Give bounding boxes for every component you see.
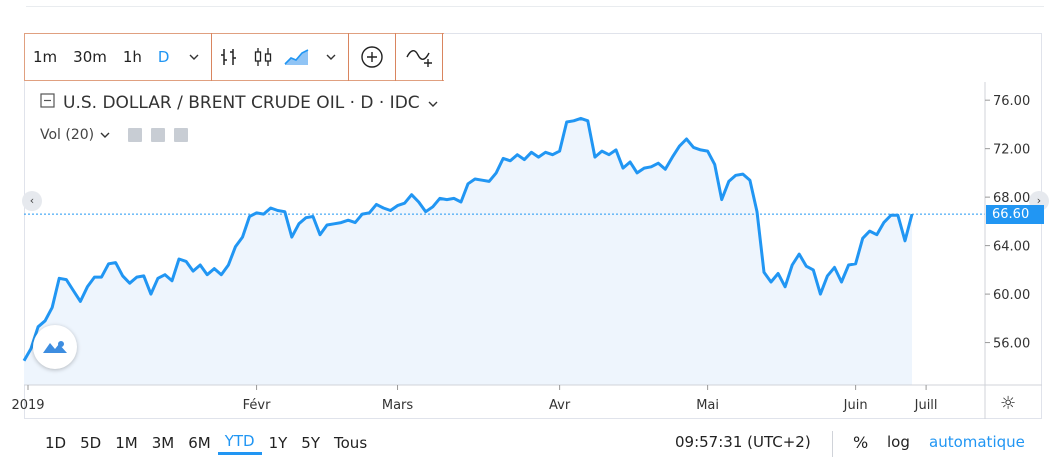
range-1d[interactable]: 1D [45,434,67,452]
range-ytd[interactable]: YTD [217,432,262,455]
clock-time[interactable]: 09:57:31 (UTC+2) [675,433,811,451]
x-tick-label: Mars [382,398,414,413]
range-5d[interactable]: 5D [80,434,102,452]
settings-gear-icon[interactable]: ☼ [1000,393,1017,414]
y-tick-label: 68.00 [993,191,1030,206]
tradingview-logo-icon[interactable] [33,325,77,369]
symbol-title: U.S. DOLLAR / BRENT CRUDE OIL · D · IDC [63,93,420,113]
toolbar-divider [348,33,350,81]
toolbar-divider [442,33,444,81]
time-axis: 2019 Févr Mars Avr Mai Juin Juill [11,385,938,413]
x-tick-label: Avr [549,398,571,413]
volume-legend[interactable]: Vol (20) [40,127,189,143]
collapse-icon[interactable] [40,93,55,113]
y-tick-label: 60.00 [993,288,1030,303]
range-6m[interactable]: 6M [188,434,211,452]
chevron-down-icon[interactable] [428,93,438,113]
log-toggle[interactable]: log [887,433,910,451]
range-3m[interactable]: 3M [151,434,175,452]
compare-add-icon[interactable] [357,42,387,72]
indicators-icon[interactable] [404,42,434,72]
scroll-left-button[interactable]: ‹ [22,191,42,211]
top-rule [26,6,1044,7]
interval-30m[interactable]: 30m [73,48,107,66]
y-tick-label: 64.00 [993,240,1030,255]
toolbar-divider [395,33,397,81]
legend-title[interactable]: U.S. DOLLAR / BRENT CRUDE OIL · D · IDC [40,93,438,113]
auto-scale-toggle[interactable]: automatique [929,433,1025,451]
interval-d[interactable]: D [157,48,170,66]
range-1y[interactable]: 1Y [268,434,288,452]
y-tick-label: 72.00 [993,143,1030,158]
percent-toggle[interactable]: % [853,433,869,452]
chart-toolbar: 1m 30m 1h D [24,33,444,81]
price-axis: 76.00 72.00 68.00 64.00 60.00 56.00 [985,94,1030,352]
range-5y[interactable]: 5Y [301,434,321,452]
interval-1h[interactable]: 1h [122,48,142,66]
eye-icon[interactable] [128,128,143,142]
chart-frame [24,33,1042,419]
range-bar: 1D 5D 1M 3M 6M YTD 1Y 5Y Tous [24,419,1042,467]
area-chart-icon[interactable] [282,42,312,72]
price-line [22,116,914,362]
x-tick-label: 2019 [11,398,44,413]
chevron-down-icon[interactable] [100,127,110,143]
x-tick-label: Févr [243,398,271,413]
x-tick-label: Mai [696,398,719,413]
current-price-label: 66.60 [986,204,1044,224]
x-tick-label: Juill [914,398,938,413]
y-tick-label: 76.00 [993,94,1030,109]
price-area-fill [24,118,912,386]
chevron-down-icon[interactable] [316,42,346,72]
range-1m[interactable]: 1M [115,434,138,452]
close-icon[interactable] [174,128,189,142]
range-all[interactable]: Tous [334,434,368,452]
interval-1m[interactable]: 1m [33,48,58,66]
bars-icon[interactable] [214,42,244,72]
gear-icon[interactable] [151,128,166,142]
bottom-divider [832,431,833,457]
toolbar-divider [211,33,213,81]
volume-label: Vol (20) [40,127,95,143]
chevron-down-icon[interactable] [179,42,209,72]
y-tick-label: 56.00 [993,337,1030,352]
x-tick-label: Juin [843,398,868,413]
candles-icon[interactable] [248,42,278,72]
